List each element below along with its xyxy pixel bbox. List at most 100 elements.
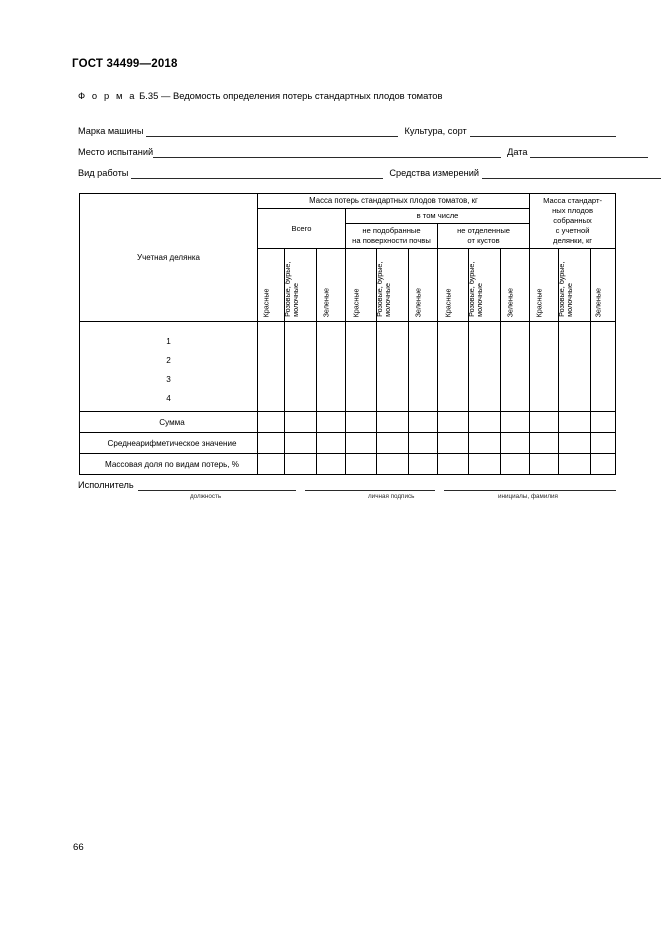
col-header-ground-red-label: Красные [351,288,361,317]
data-cell[interactable] [529,432,560,454]
plot-number: 3 [166,375,171,384]
data-cell[interactable] [590,453,617,475]
pink-line-2: молочные [383,283,393,317]
group-header-including: в том числе [344,208,531,224]
data-cell[interactable] [529,453,560,475]
data-cell[interactable] [316,321,346,412]
subgroup-bush-line-2: от кустов [467,236,500,245]
pink-line-1: Розовые, бурые, [282,261,292,317]
data-cell[interactable] [529,411,560,433]
col-header-bush-red-label: Красные [443,288,453,317]
data-cell[interactable] [257,453,285,475]
group-header-total: Всего [257,208,346,249]
signature-captions: должность личная подпись инициалы, фамил… [78,491,616,503]
culture-sort-input[interactable] [469,126,616,137]
table-header-row-1: Учетная делянка Масса потерь стандартных… [79,193,617,322]
data-cell[interactable] [529,321,560,412]
form-fields: Марка машины Культура, сорт Место испыта… [78,116,661,179]
data-cell[interactable] [558,453,592,475]
data-cell[interactable] [499,432,531,454]
data-cell[interactable] [468,432,501,454]
col-header-collected-pink-label: Розовые, бурые, молочные [557,262,575,317]
form-title-number: Б.35 [139,90,159,101]
form-title-dash: — [160,90,171,101]
executor-position-input[interactable] [137,480,296,491]
col-header-bush-green-label: Зеленые [505,287,515,317]
data-cell[interactable] [376,453,409,475]
table-row-share: Массовая доля по видам потерь, % [79,453,617,475]
col-header-total-green-label: Зеленые [321,287,331,317]
data-cell[interactable] [345,432,377,454]
col-header-bush-pink: Розовые, бурые, молочные [466,248,501,322]
data-cell[interactable] [345,453,377,475]
row-label-share: Массовая доля по видам потерь, % [79,453,258,475]
data-cell[interactable] [437,453,469,475]
date-input[interactable] [530,147,649,158]
data-cell[interactable] [284,321,317,412]
data-cell[interactable] [284,432,317,454]
executor-signature-input[interactable] [304,480,435,491]
data-cell[interactable] [499,453,531,475]
data-cell[interactable] [499,411,531,433]
data-cell[interactable] [468,321,501,412]
form-title-prefix: Ф о р м а [78,90,137,101]
data-cell[interactable] [345,411,377,433]
data-cell[interactable] [316,453,346,475]
data-cell[interactable] [257,321,285,412]
data-cell[interactable] [376,411,409,433]
table-row-sum: Сумма [79,411,617,433]
field-row-test-place: Место испытаний Дата [78,137,649,158]
data-cell[interactable] [437,432,469,454]
signature-block: Исполнитель должность личная подпись ини… [78,479,616,503]
standard-header: ГОСТ 34499—2018 [72,58,178,70]
pink-line-1: Розовые, бурые, [466,261,476,317]
subgroup-header-ground: не подобранные на поверхности почвы [345,223,438,249]
table-row-mean: Среднеарифметическое значение [79,432,617,454]
data-cell[interactable] [558,321,592,412]
col-header-total-red: Красные [257,248,285,322]
executor-label: Исполнитель [78,480,134,490]
machine-brand-input[interactable] [146,126,399,137]
data-cell[interactable] [376,432,409,454]
data-cell[interactable] [437,321,469,412]
col-header-ground-red: Красные [345,248,377,322]
data-cell[interactable] [408,432,438,454]
loss-table-wrapper: Учетная делянка Масса потерь стандартных… [79,193,617,475]
col-header-ground-pink: Розовые, бурые, молочные [374,248,409,322]
pink-line-2: молочные [565,283,575,317]
data-cell[interactable] [284,453,317,475]
data-cell[interactable] [590,411,617,433]
data-cell[interactable] [257,432,285,454]
measuring-tools-input[interactable] [481,168,661,179]
data-cell[interactable] [499,321,531,412]
data-cell[interactable] [316,432,346,454]
machine-brand-label: Марка машины [78,126,144,136]
data-cell[interactable] [408,321,438,412]
data-cell[interactable] [558,411,592,433]
test-place-input[interactable] [153,147,502,158]
signature-row: Исполнитель [78,479,616,491]
work-type-input[interactable] [131,168,384,179]
data-cell[interactable] [408,411,438,433]
data-cell[interactable] [316,411,346,433]
data-cell[interactable] [468,411,501,433]
caption-name: инициалы, фамилия [498,493,558,500]
data-cell[interactable] [590,432,617,454]
data-cell[interactable] [345,321,377,412]
col-header-total-green: Зеленые [316,248,346,322]
data-cell[interactable] [284,411,317,433]
subgroup-ground-line-2: на поверхности почвы [352,236,431,245]
data-cell[interactable] [437,411,469,433]
executor-name-input[interactable] [443,480,616,491]
col-header-collected-green: Зеленые [590,248,617,322]
data-cell[interactable] [590,321,617,412]
data-cell[interactable] [468,453,501,475]
col-header-ground-pink-label: Розовые, бурые, молочные [374,261,393,317]
plot-numbers-cell: 1 2 3 4 [79,321,258,412]
data-cell[interactable] [558,432,592,454]
pink-line-1: Розовые, бурые, [374,261,384,317]
data-cell[interactable] [376,321,409,412]
collected-line-5: делянки, кг [553,236,593,245]
data-cell[interactable] [257,411,285,433]
data-cell[interactable] [408,453,438,475]
